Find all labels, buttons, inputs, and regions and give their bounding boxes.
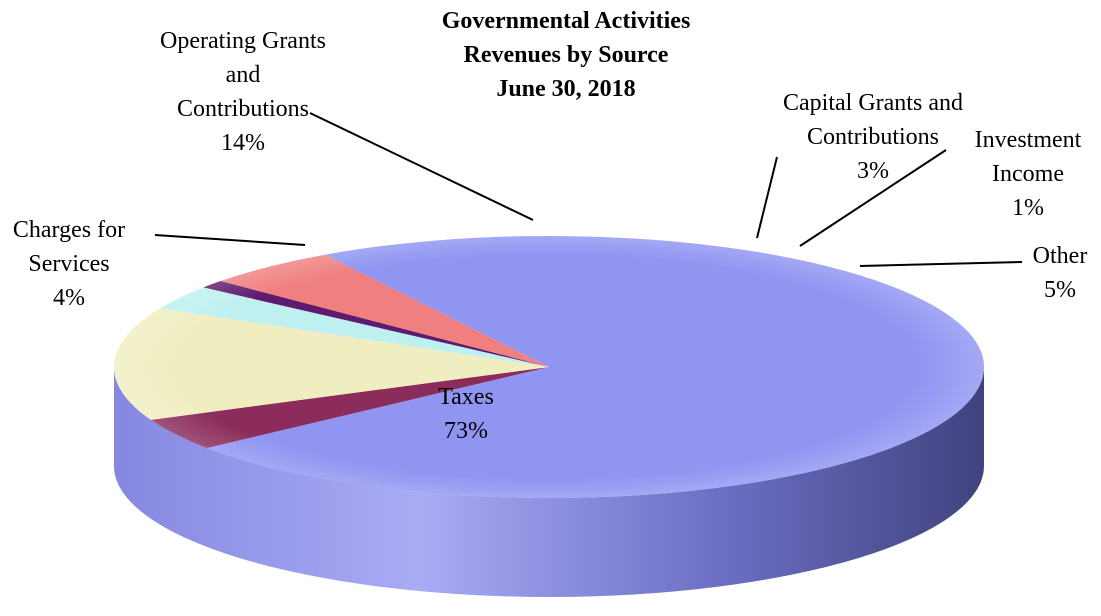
slice-label-operating-grants-and-contributions-line-2: and	[226, 62, 261, 88]
pie-side-wall	[114, 367, 984, 597]
slice-label-taxes-line-2: 73%	[444, 418, 488, 444]
slice-label-taxes-line-1: Taxes	[438, 384, 494, 410]
leader-line-other	[859, 261, 1023, 267]
leader-lines	[154, 112, 1023, 267]
slice-label-operating-grants-and-contributions-line-4: 14%	[221, 130, 265, 156]
slice-label-charges-for-services-line-2: Services	[28, 251, 109, 277]
slice-labels: Taxes 73% Charges for Services 4% Operating G…	[13, 28, 1087, 444]
slice-label-charges-for-services-line-1: Charges for	[13, 217, 125, 243]
chart-title-line-1: Governmental Activities	[442, 8, 691, 34]
chart-title-line-2: Revenues by Source	[464, 42, 669, 68]
slice-label-operating-grants-and-contributions-line-1: Operating Grants	[160, 28, 326, 54]
slice-label-operating-grants-and-contributions-line-3: Contributions	[177, 96, 309, 122]
slice-label-charges-for-services-line-3: 4%	[53, 285, 85, 311]
pie	[113, 235, 985, 597]
slice-label-other-line-1: Other	[1033, 243, 1088, 269]
slice-label-investment-income-line-3: 1%	[1012, 195, 1044, 221]
slice-label-investment-income-line-1: Investment	[975, 127, 1082, 153]
slice-label-capital-grants-and-contributions-line-1: Capital Grants and	[783, 90, 963, 116]
leader-line-charges-for-services	[154, 234, 306, 246]
leader-line-operating-grants-and-contributions	[309, 112, 534, 221]
slice-label-investment-income-line-2: Income	[992, 161, 1064, 187]
chart-title: Governmental Activities Revenues by Sour…	[442, 8, 691, 102]
slice-label-other-line-2: 5%	[1044, 277, 1076, 303]
slice-label-capital-grants-and-contributions-line-2: Contributions	[807, 124, 939, 150]
leader-line-capital-grants-and-contributions	[756, 156, 778, 239]
chart-title-line-3: June 30, 2018	[496, 76, 635, 102]
slice-label-capital-grants-and-contributions-line-3: 3%	[857, 158, 889, 184]
leader-line-investment-income	[799, 149, 947, 247]
pie-top-rim-highlight	[114, 236, 984, 498]
